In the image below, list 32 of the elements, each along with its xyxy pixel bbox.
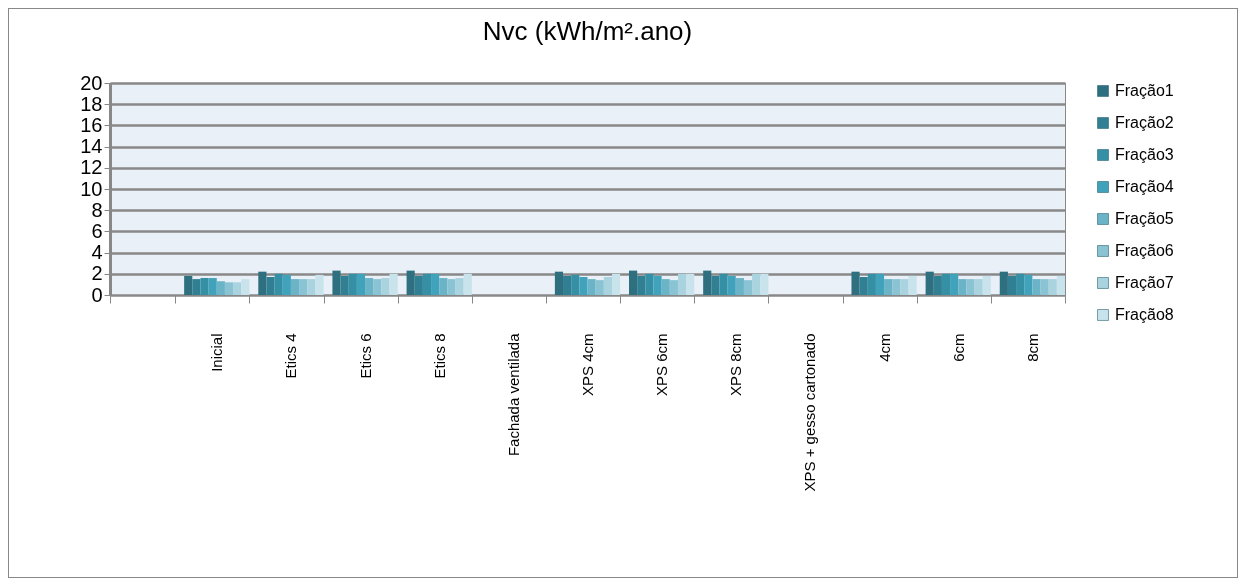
- y-tick-label: 14: [80, 135, 103, 158]
- y-tick-label: 2: [91, 262, 103, 285]
- x-tick-label: Inicial: [208, 333, 226, 372]
- x-tick-label: 6cm: [949, 333, 967, 362]
- legend-label: Fração6: [1115, 242, 1174, 259]
- x-tick-label: XPS 8cm: [727, 333, 745, 397]
- x-tick-label: Fachada ventilada: [504, 332, 522, 457]
- legend-label: Fração2: [1115, 114, 1174, 131]
- y-tick-label: 6: [91, 219, 103, 242]
- x-tick-label: 4cm: [875, 333, 893, 362]
- y-tick-label: 20: [80, 71, 103, 94]
- y-tick-label: 4: [91, 241, 103, 264]
- y-tick-label: 0: [91, 283, 103, 306]
- y-tick-label: 8: [91, 198, 103, 221]
- x-tick-label: XPS 6cm: [653, 333, 671, 397]
- x-tick-label: Etics 6: [356, 333, 374, 379]
- y-tick-label: 10: [80, 177, 103, 200]
- y-tick-label: 12: [80, 156, 103, 179]
- chart-title: Nvc (kWh/m².ano): [482, 16, 693, 46]
- legend-label: Fração5: [1115, 210, 1174, 227]
- x-tick-label: XPS 4cm: [579, 333, 596, 397]
- legend-label: Fração7: [1115, 274, 1174, 291]
- x-tick-label: Etics 4: [282, 333, 300, 379]
- x-tick-label: XPS + gesso cartonado: [801, 333, 819, 492]
- legend-label: Fração4: [1115, 178, 1174, 195]
- x-tick-label: Etics 8: [430, 333, 448, 379]
- legend-label: Fração1: [1115, 82, 1174, 99]
- x-tick-label: 8cm: [1023, 333, 1041, 362]
- y-tick-label: 16: [80, 113, 103, 136]
- legend-label: Fração8: [1115, 306, 1174, 323]
- y-tick-label: 18: [80, 92, 103, 115]
- legend-label: Fração3: [1115, 146, 1174, 163]
